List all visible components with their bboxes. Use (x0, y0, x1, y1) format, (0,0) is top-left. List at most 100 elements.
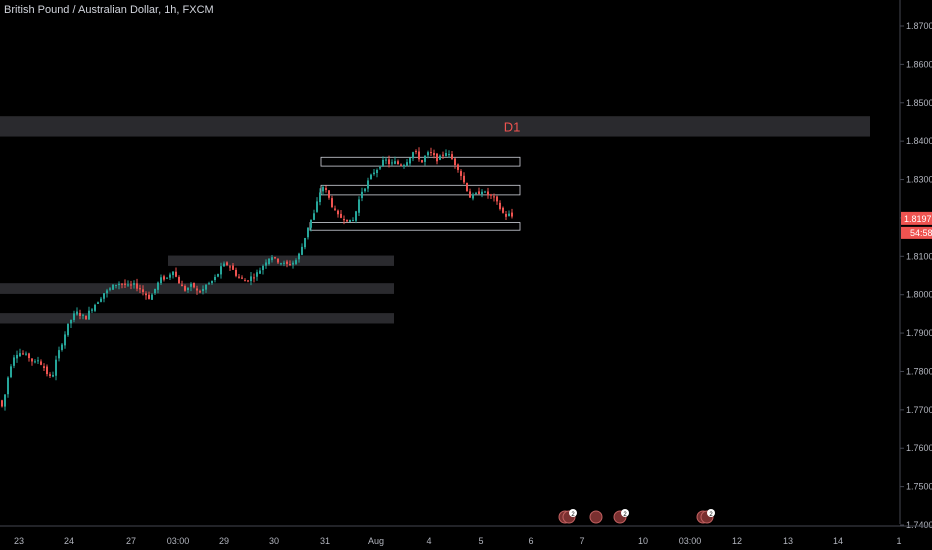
candle-body (484, 191, 486, 193)
candle-body (160, 277, 162, 284)
candle-body (172, 271, 174, 276)
candle-body (181, 284, 183, 287)
candle-body (244, 280, 246, 282)
candle-body (421, 160, 423, 163)
candle-body (148, 294, 150, 299)
candle-body (253, 277, 255, 279)
candle-body (118, 283, 120, 286)
event-count-badge (569, 509, 577, 517)
time-tick-label: 03:00 (167, 536, 190, 546)
candle-body (400, 164, 402, 166)
candle-body (13, 357, 15, 366)
candle-body (436, 153, 438, 162)
candle-body (76, 311, 78, 315)
candle-body (121, 283, 123, 285)
candle-body (127, 284, 129, 286)
candle-body (82, 314, 84, 316)
candle-body (238, 276, 240, 278)
time-tick-label: Aug (368, 536, 384, 546)
price-tick-label: 1.84000 (906, 136, 932, 146)
candle-body (154, 288, 156, 294)
candle-body (409, 157, 411, 164)
countdown-tag (901, 226, 932, 239)
candle-body (388, 159, 390, 165)
candle-body (151, 294, 153, 300)
candle-body (166, 277, 168, 279)
candle-body (34, 361, 36, 363)
price-tick-label: 1.77000 (906, 405, 932, 415)
candle-body (349, 219, 351, 222)
candle-body (16, 354, 18, 359)
candle-body (418, 151, 420, 160)
candle-body (265, 262, 267, 266)
candle-body (223, 263, 225, 267)
candle-body (289, 264, 291, 266)
candle-body (67, 323, 69, 336)
zone-0 (0, 116, 870, 137)
candle-body (241, 277, 243, 279)
price-tick-label: 1.74000 (906, 520, 932, 530)
candle-body (40, 361, 42, 365)
candle-body (229, 266, 231, 268)
candle-body (439, 155, 441, 160)
time-tick-label: 23 (14, 536, 24, 546)
candle-body (94, 304, 96, 311)
candle-body (352, 220, 354, 222)
candle-body (247, 280, 249, 282)
candle-body (178, 277, 180, 284)
candle-body (331, 198, 333, 208)
candle-body (355, 211, 357, 221)
candle-body (508, 213, 510, 216)
candle-body (100, 298, 102, 302)
candle-body (475, 192, 477, 194)
candle-body (505, 213, 507, 217)
time-tick-label: 29 (219, 536, 229, 546)
candle-body (55, 359, 57, 376)
candle-body (58, 350, 60, 359)
candle-body (496, 196, 498, 202)
candle-body (136, 283, 138, 289)
time-tick-label: 24 (64, 536, 74, 546)
time-tick-label: 31 (320, 536, 330, 546)
candle-body (430, 151, 432, 153)
candle-body (133, 283, 135, 285)
candle-body (85, 315, 87, 320)
candle-body (91, 309, 93, 311)
candle-body (334, 208, 336, 210)
candle-body (22, 353, 24, 355)
time-tick-label: 7 (579, 536, 584, 546)
candle-body (277, 258, 279, 263)
candle-body (415, 151, 417, 153)
candle-body (214, 276, 216, 280)
candle-body (358, 199, 360, 213)
candle-body (73, 313, 75, 321)
candle-body (343, 218, 345, 221)
event-flag-icon[interactable] (589, 510, 603, 524)
candle-body (70, 319, 72, 324)
candle-body (433, 152, 435, 156)
candle-body (454, 158, 456, 166)
candle-body (196, 288, 198, 291)
candle-body (19, 353, 21, 357)
event-count: 2 (571, 512, 575, 518)
candle-body (61, 344, 63, 350)
candle-body (88, 310, 90, 320)
candle-body (280, 263, 282, 265)
chart-title: British Pound / Australian Dollar, 1h, F… (4, 4, 214, 16)
candle-body (370, 174, 372, 180)
candle-body (442, 154, 444, 156)
candle-body (463, 175, 465, 183)
candle-body (373, 172, 375, 175)
time-tick-label: 27 (126, 536, 136, 546)
candle-body (412, 152, 414, 159)
candle-body (142, 289, 144, 293)
candle-body (259, 270, 261, 274)
price-tick-label: 1.83000 (906, 175, 932, 185)
candle-body (397, 161, 399, 165)
candle-body (103, 293, 105, 299)
candle-body (340, 213, 342, 218)
candle-body (295, 260, 297, 264)
candle-body (406, 162, 408, 166)
candle-body (10, 366, 12, 378)
